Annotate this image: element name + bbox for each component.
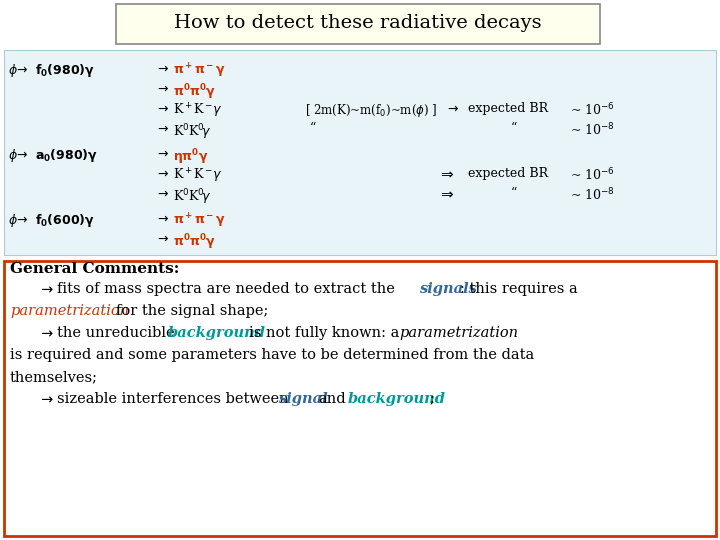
Text: K$^0$K$^0\!\gamma$: K$^0$K$^0\!\gamma$ [173, 187, 212, 207]
Text: $\mathbf{\pi^+\pi^-\gamma}$: $\mathbf{\pi^+\pi^-\gamma}$ [173, 62, 225, 80]
Text: fits of mass spectra are needed to extract the: fits of mass spectra are needed to extra… [57, 282, 395, 296]
Text: How to detect these radiative decays: How to detect these radiative decays [174, 14, 542, 32]
Text: [ 2m(K)~m(f$_0$)~m($\phi$) ]: [ 2m(K)~m(f$_0$)~m($\phi$) ] [305, 102, 437, 119]
Text: $\Rightarrow$: $\Rightarrow$ [438, 167, 455, 181]
Text: $\rightarrow$: $\rightarrow$ [155, 187, 169, 200]
Text: : this requires a: : this requires a [460, 282, 577, 296]
FancyBboxPatch shape [4, 50, 716, 255]
Text: $\rightarrow$: $\rightarrow$ [155, 167, 169, 180]
Text: $\rightarrow$: $\rightarrow$ [38, 326, 55, 340]
Text: signal: signal [278, 392, 328, 406]
Text: $\mathbf{a_0(980)\gamma}$: $\mathbf{a_0(980)\gamma}$ [35, 147, 98, 164]
Text: and: and [318, 392, 346, 406]
Text: $\mathbf{f_0(980)\gamma}$: $\mathbf{f_0(980)\gamma}$ [35, 62, 95, 79]
Text: is required and some parameters have to be determined from the data: is required and some parameters have to … [10, 348, 534, 362]
FancyBboxPatch shape [4, 261, 716, 536]
Text: $\rightarrow$: $\rightarrow$ [155, 147, 169, 160]
FancyBboxPatch shape [116, 4, 600, 44]
Text: K$^0$K$^0\!\gamma$: K$^0$K$^0\!\gamma$ [173, 122, 212, 141]
Text: “: “ [310, 122, 316, 135]
Text: $\mathbf{\pi^+\pi^-\gamma}$: $\mathbf{\pi^+\pi^-\gamma}$ [173, 212, 225, 230]
Text: parametrization: parametrization [399, 326, 518, 340]
Text: parametrization: parametrization [10, 304, 129, 318]
Text: General Comments:: General Comments: [10, 262, 179, 276]
Text: $\rightarrow$: $\rightarrow$ [155, 212, 169, 225]
Text: $\Rightarrow$: $\Rightarrow$ [438, 187, 455, 201]
Text: the unreducible: the unreducible [57, 326, 175, 340]
Text: themselves;: themselves; [10, 370, 98, 384]
Text: signals: signals [419, 282, 477, 296]
Text: $\rightarrow$: $\rightarrow$ [155, 122, 169, 135]
Text: $\rightarrow$: $\rightarrow$ [155, 232, 169, 245]
Text: $\mathbf{f_0(600)\gamma}$: $\mathbf{f_0(600)\gamma}$ [35, 212, 95, 229]
Text: $\rightarrow$: $\rightarrow$ [38, 392, 55, 406]
Text: expected BR: expected BR [468, 102, 548, 115]
Text: $\rightarrow$: $\rightarrow$ [445, 102, 459, 115]
Text: $\phi\!\rightarrow$: $\phi\!\rightarrow$ [8, 147, 29, 164]
Text: “: “ [511, 122, 518, 135]
Text: $\rightarrow$: $\rightarrow$ [155, 62, 169, 75]
Text: $\mathbf{\pi^0\pi^0\gamma}$: $\mathbf{\pi^0\pi^0\gamma}$ [173, 82, 216, 102]
Text: ;: ; [430, 392, 435, 406]
Text: $\rightarrow$: $\rightarrow$ [155, 82, 169, 95]
Text: $\rightarrow$: $\rightarrow$ [38, 282, 55, 296]
Text: $\phi\!\rightarrow$: $\phi\!\rightarrow$ [8, 212, 29, 229]
Text: $\phi\!\rightarrow$: $\phi\!\rightarrow$ [8, 62, 29, 79]
Text: background: background [168, 326, 266, 340]
Text: sizeable interferences between: sizeable interferences between [57, 392, 289, 406]
Text: ~ 10$^{-6}$: ~ 10$^{-6}$ [570, 167, 615, 184]
Text: K$^+$K$^-\!\gamma$: K$^+$K$^-\!\gamma$ [173, 102, 222, 120]
Text: K$^+$K$^-\!\gamma$: K$^+$K$^-\!\gamma$ [173, 167, 222, 185]
Text: $\mathbf{\eta\pi^0\gamma}$: $\mathbf{\eta\pi^0\gamma}$ [173, 147, 209, 167]
Text: for the signal shape;: for the signal shape; [116, 304, 269, 318]
Text: $\mathbf{\pi^0\pi^0\gamma}$: $\mathbf{\pi^0\pi^0\gamma}$ [173, 232, 216, 252]
Text: expected BR: expected BR [468, 167, 548, 180]
Text: $\rightarrow$: $\rightarrow$ [155, 102, 169, 115]
Text: ~ 10$^{-8}$: ~ 10$^{-8}$ [570, 122, 615, 139]
Text: “: “ [511, 187, 518, 200]
Text: background: background [348, 392, 446, 406]
Text: ~ 10$^{-6}$: ~ 10$^{-6}$ [570, 102, 615, 119]
Text: ~ 10$^{-8}$: ~ 10$^{-8}$ [570, 187, 615, 204]
Text: is not fully known: a: is not fully known: a [249, 326, 400, 340]
